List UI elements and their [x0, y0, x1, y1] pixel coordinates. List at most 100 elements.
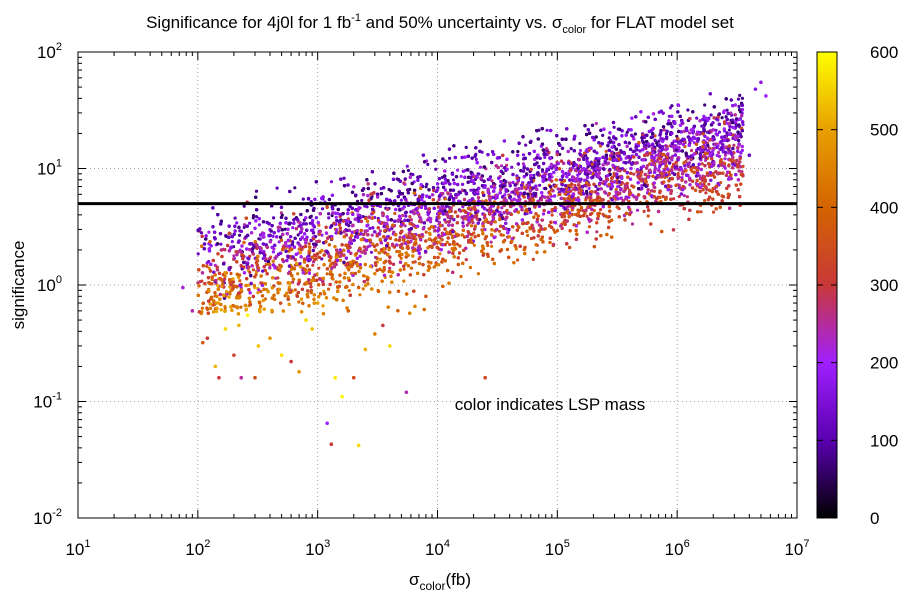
cloud-point: [468, 265, 472, 270]
cloud-point: [614, 188, 618, 192]
cloud-point: [707, 146, 712, 150]
grid-lines: [78, 52, 797, 518]
cloud-point: [633, 132, 638, 136]
cloud-point: [248, 221, 252, 225]
cloud-point: [264, 269, 268, 273]
cloud-point: [685, 195, 690, 199]
cloud-point: [403, 224, 407, 228]
cloud-point: [378, 229, 382, 233]
cloud-point: [297, 300, 301, 304]
cloud-point: [455, 242, 459, 246]
cloud-point: [403, 177, 407, 181]
cloud-point: [667, 173, 672, 177]
cloud-point: [595, 151, 599, 155]
cloud-point: [478, 165, 483, 169]
cloud-point: [564, 184, 568, 188]
cloud-point: [329, 180, 334, 184]
cloud-point: [640, 184, 644, 188]
cloud-point: [672, 197, 676, 201]
cloud-point: [347, 224, 351, 228]
cloud-point: [387, 248, 391, 252]
cloud-point: [287, 249, 291, 253]
cloud-point: [587, 225, 592, 229]
cloud-point: [461, 182, 465, 186]
cloud-point: [689, 128, 693, 132]
cloud-point: [707, 182, 711, 186]
cloud-point: [298, 262, 302, 266]
cloud-point: [291, 226, 295, 230]
cloud-point: [741, 164, 745, 168]
cloud-point: [368, 226, 372, 230]
cloud-point: [537, 223, 541, 227]
cloud-point: [500, 206, 504, 210]
cloud-point: [277, 240, 281, 244]
cloud-point: [196, 281, 200, 285]
cloud-point: [549, 162, 554, 166]
cloud-point: [504, 163, 509, 167]
cloud-point: [459, 174, 463, 178]
cloud-point: [581, 209, 585, 213]
cloud-point: [346, 217, 350, 221]
cloud-point: [700, 124, 704, 128]
cloud-point: [291, 240, 295, 244]
cloud-point: [411, 209, 415, 213]
cloud-point: [740, 170, 744, 174]
cloud-point: [238, 233, 242, 237]
cloud-point: [426, 260, 430, 264]
cloud-point: [242, 204, 246, 208]
cloud-point: [525, 183, 529, 187]
cloud-point: [358, 263, 362, 267]
cloud-point: [476, 192, 480, 196]
cloud-point: [382, 265, 386, 270]
cloud-point: [326, 287, 331, 291]
cloud-point: [635, 208, 640, 212]
cloud-point: [556, 229, 560, 233]
cloud-point: [238, 279, 242, 283]
cloud-point: [489, 240, 493, 244]
cloud-point: [727, 128, 732, 132]
cloud-point: [515, 174, 519, 178]
cloud-point: [558, 152, 562, 156]
cloud-point: [473, 177, 477, 181]
cloud-point: [662, 128, 666, 132]
cloud-point: [682, 194, 686, 198]
cloud-point: [724, 115, 728, 119]
cloud-point: [215, 309, 219, 314]
cloud-point: [361, 215, 365, 219]
cloud-point: [529, 236, 534, 241]
cloud-point: [301, 197, 305, 201]
cloud-point: [358, 293, 362, 297]
cloud-point: [261, 269, 265, 273]
cloud-point: [286, 295, 290, 299]
cloud-point: [229, 271, 233, 276]
cloud-point: [698, 181, 703, 185]
cloud-point: [594, 184, 598, 188]
cloud-point: [438, 252, 442, 256]
cloud-point: [510, 165, 514, 169]
cloud-point: [327, 216, 331, 220]
cloud-point: [686, 108, 690, 112]
cloud-point: [302, 218, 306, 222]
cloud-point: [599, 208, 603, 212]
cloud-point: [373, 261, 377, 265]
cloud-point: [642, 209, 646, 213]
cloud-point: [732, 143, 736, 147]
cloud-point: [429, 220, 433, 224]
cloud-point: [425, 182, 429, 186]
cloud-point: [271, 250, 275, 254]
cloud-point: [737, 104, 741, 108]
title-sup: -1: [351, 12, 361, 24]
cloud-point: [200, 306, 204, 310]
cloud-point: [497, 229, 501, 233]
cloud-point: [598, 144, 603, 148]
cloud-point: [689, 148, 694, 153]
cloud-point: [424, 230, 428, 234]
cloud-point: [437, 197, 441, 201]
cloud-point: [361, 287, 365, 291]
cloud-point: [524, 143, 528, 147]
cloud-point: [738, 160, 742, 164]
cloud-point: [307, 242, 311, 246]
cloud-point: [411, 173, 415, 177]
cloud-point: [390, 227, 394, 231]
